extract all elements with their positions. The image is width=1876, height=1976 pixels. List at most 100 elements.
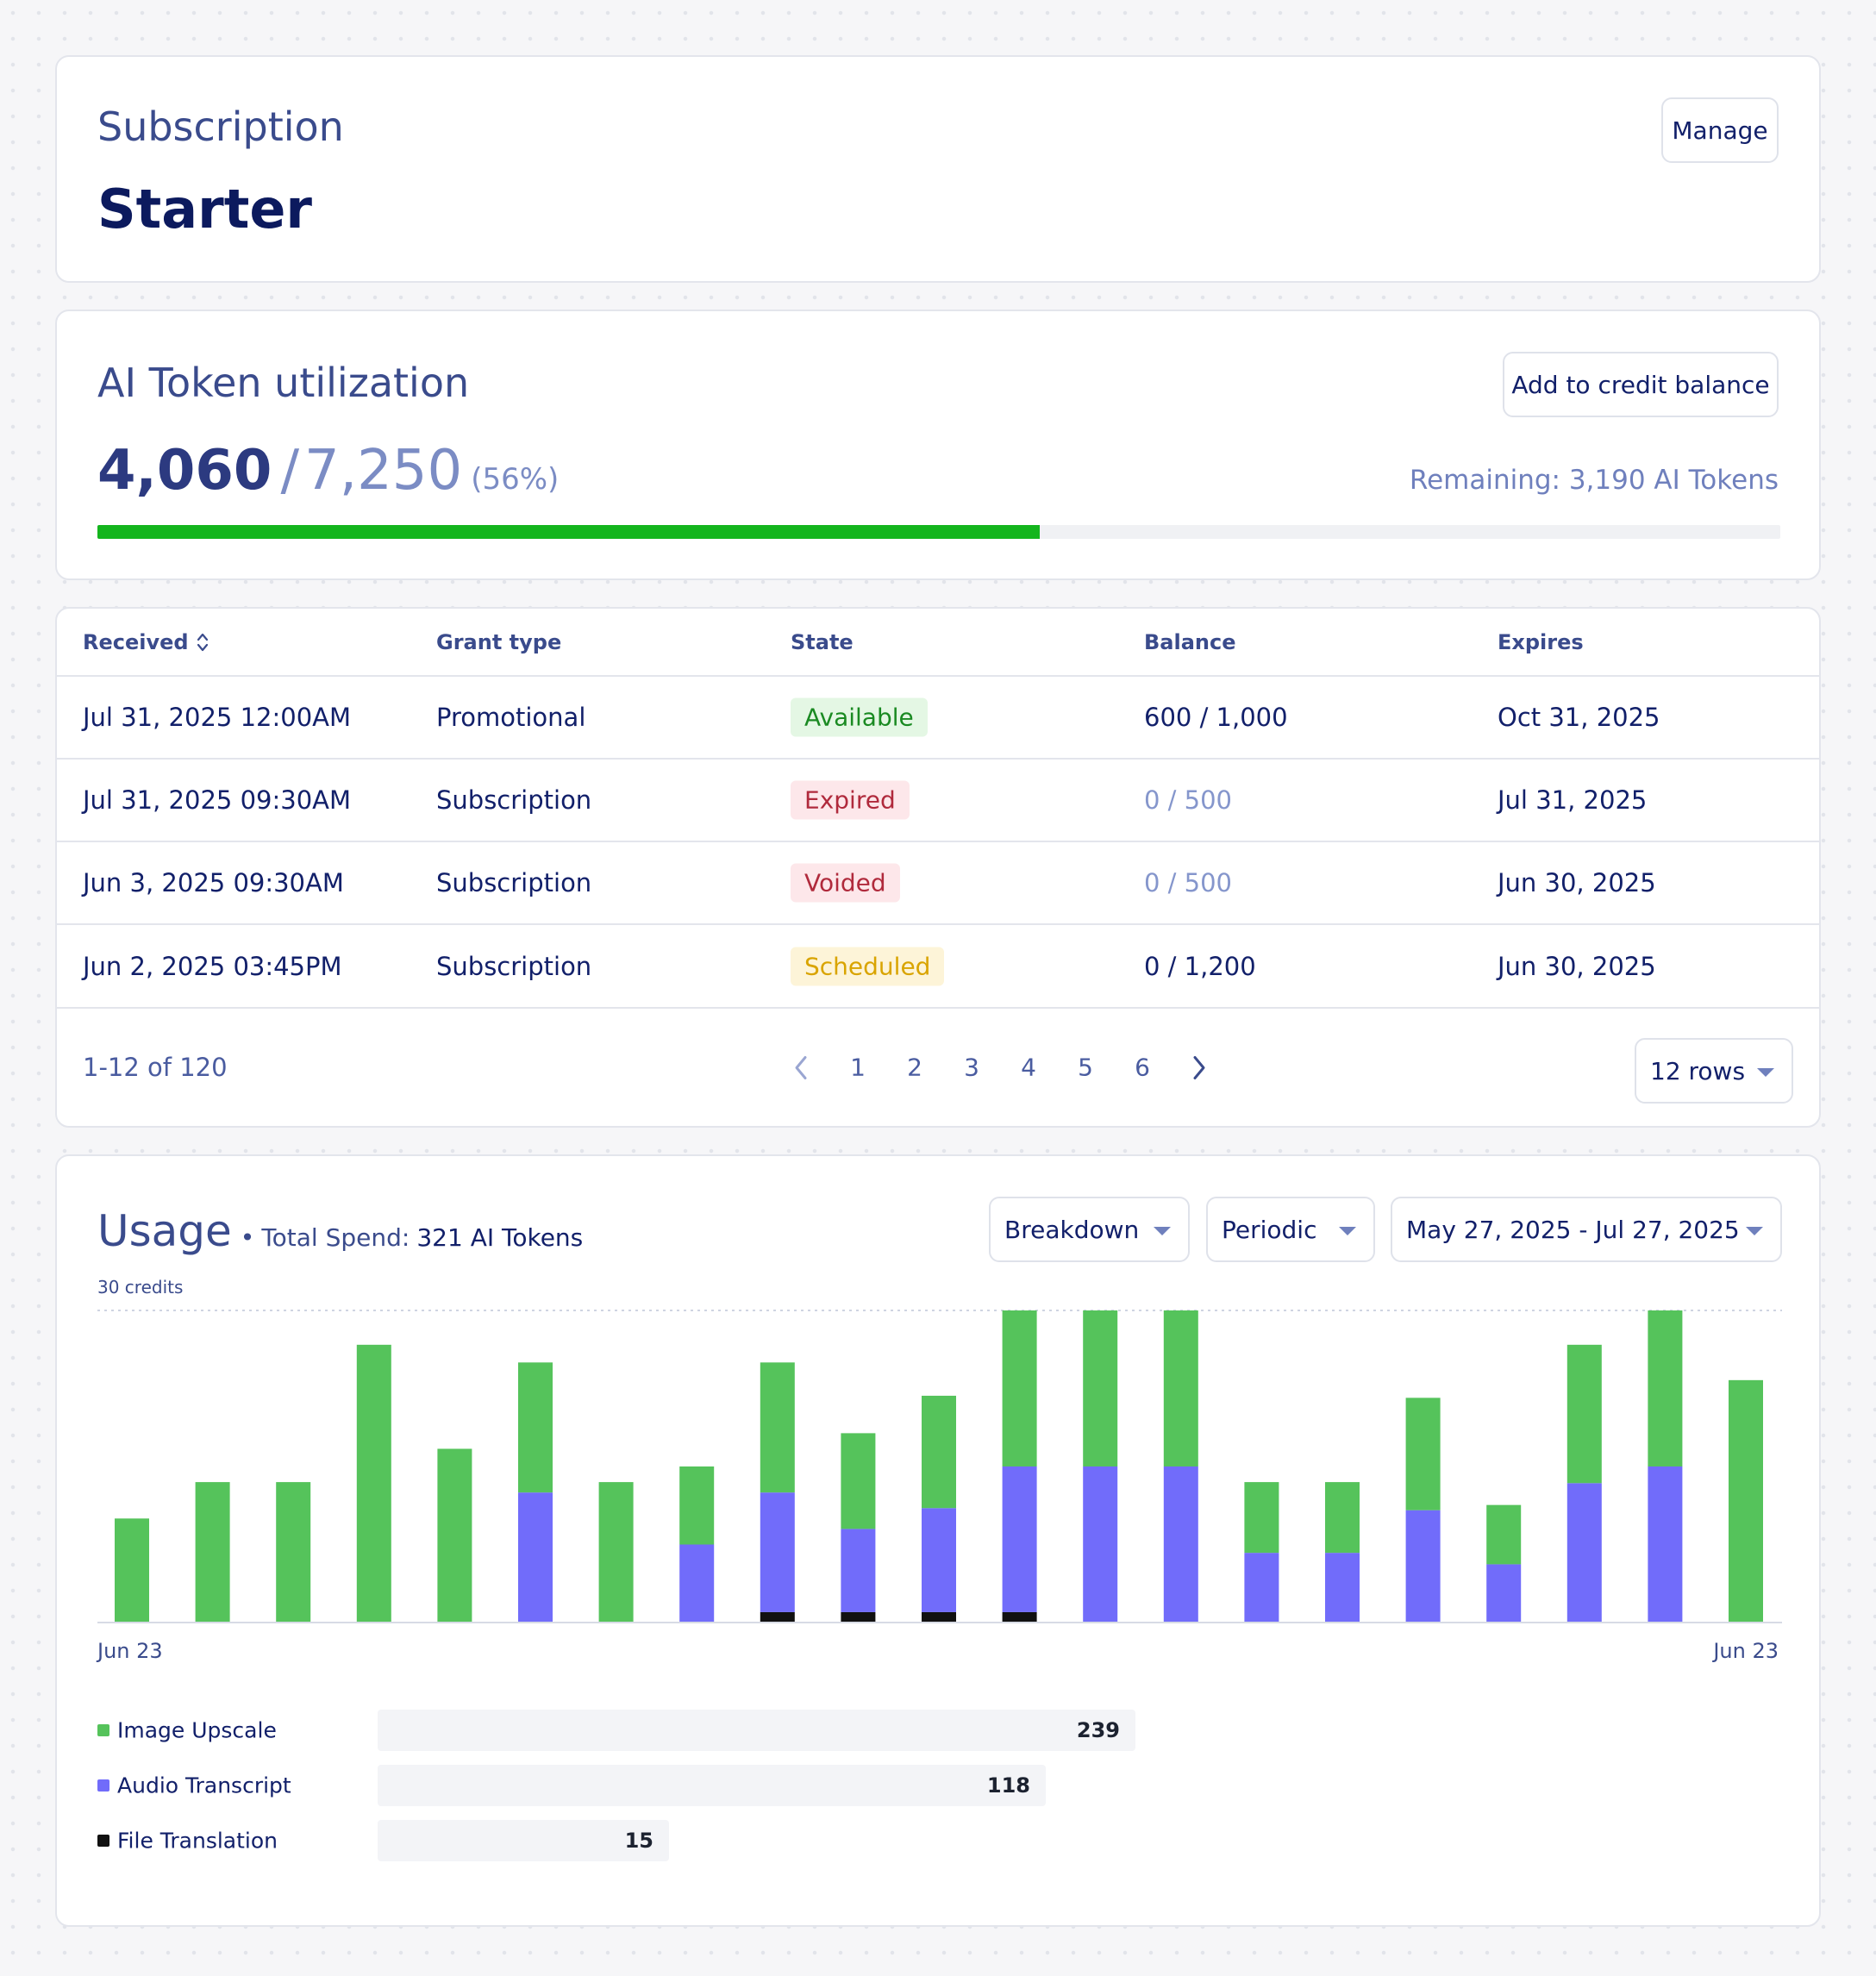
table-row[interactable]: Jun 3, 2025 09:30AM Subscription Voided … — [57, 842, 1819, 925]
bar-image-upscale[interactable] — [922, 1395, 956, 1509]
bar-audio-transcript[interactable] — [1002, 1466, 1037, 1612]
cell-grant-type: Subscription — [436, 951, 592, 981]
legend-item: Image Upscale 239 — [97, 1710, 1135, 1751]
bar-audio-transcript[interactable] — [760, 1492, 795, 1612]
cell-received: Jul 31, 2025 09:30AM — [83, 785, 351, 815]
cell-grant-type: Subscription — [436, 785, 592, 815]
bar-image-upscale[interactable] — [679, 1466, 715, 1545]
bar-image-upscale[interactable] — [598, 1482, 634, 1623]
legend-bar: 15 — [378, 1820, 669, 1861]
bar-audio-transcript[interactable] — [1083, 1466, 1118, 1623]
bar-file-translation[interactable] — [922, 1611, 956, 1623]
usage-chart — [97, 1310, 1782, 1623]
column-header-balance: Balance — [1144, 629, 1236, 654]
date-range-dropdown[interactable]: May 27, 2025 - Jul 27, 2025 — [1391, 1197, 1782, 1262]
bar-image-upscale[interactable] — [1244, 1482, 1279, 1554]
bar-image-upscale[interactable] — [760, 1362, 795, 1493]
pagination-range: 1-12 of 120 — [83, 1053, 228, 1082]
periodic-dropdown[interactable]: Periodic — [1206, 1197, 1375, 1262]
usage-card: Usage • Total Spend: 321 AI Tokens Break… — [55, 1154, 1821, 1927]
bar-image-upscale[interactable] — [518, 1362, 553, 1493]
manage-button[interactable]: Manage — [1661, 97, 1779, 163]
cell-received: Jun 2, 2025 03:45PM — [83, 951, 342, 981]
add-credit-button[interactable]: Add to credit balance — [1503, 352, 1779, 417]
status-badge: Expired — [791, 780, 910, 820]
bar-audio-transcript[interactable] — [1163, 1466, 1198, 1623]
cell-balance: 0 / 500 — [1144, 785, 1233, 815]
page-1-button[interactable]: 1 — [850, 1053, 866, 1082]
bar-image-upscale[interactable] — [1325, 1482, 1360, 1554]
page-4-button[interactable]: 4 — [1021, 1053, 1036, 1082]
bar-image-upscale[interactable] — [1486, 1504, 1522, 1565]
bar-audio-transcript[interactable] — [1325, 1553, 1360, 1623]
column-header-expires: Expires — [1498, 629, 1584, 654]
subscription-title: Subscription — [97, 103, 344, 150]
column-header-grant-type: Grant type — [436, 629, 562, 654]
bar-audio-transcript[interactable] — [1486, 1564, 1522, 1623]
token-progress-bar — [97, 525, 1780, 539]
bar-file-translation[interactable] — [841, 1611, 876, 1623]
table-row[interactable]: Jul 31, 2025 12:00AM Promotional Availab… — [57, 677, 1819, 760]
bar-audio-transcript[interactable] — [1244, 1553, 1279, 1623]
token-utilization-title: AI Token utilization — [97, 360, 470, 406]
tokens-used: 4,060 — [97, 439, 272, 503]
bar-image-upscale[interactable] — [1566, 1344, 1602, 1484]
bar-image-upscale[interactable] — [195, 1482, 230, 1623]
bar-image-upscale[interactable] — [841, 1433, 876, 1529]
page-6-button[interactable]: 6 — [1135, 1053, 1150, 1082]
legend-item: File Translation 15 — [97, 1820, 1132, 1861]
legend-value: 15 — [624, 1829, 653, 1853]
status-badge: Available — [791, 697, 928, 737]
legend-value: 239 — [1076, 1718, 1120, 1742]
chevron-right-icon — [1193, 1055, 1205, 1079]
page-3-button[interactable]: 3 — [964, 1053, 979, 1082]
token-progress-fill — [97, 525, 1041, 539]
breakdown-dropdown[interactable]: Breakdown — [989, 1197, 1190, 1262]
bar-audio-transcript[interactable] — [922, 1508, 956, 1612]
bar-audio-transcript[interactable] — [841, 1529, 876, 1612]
bar-image-upscale[interactable] — [1405, 1398, 1441, 1510]
next-page-button[interactable] — [1171, 1054, 1228, 1080]
tokens-total: 7,250 — [304, 439, 463, 503]
page-5-button[interactable]: 5 — [1078, 1053, 1093, 1082]
bar-file-translation[interactable] — [1002, 1611, 1037, 1623]
legend-bar: 239 — [378, 1710, 1135, 1751]
bar-image-upscale[interactable] — [1729, 1379, 1763, 1623]
chart-x-start-label: Jun 23 — [97, 1639, 163, 1663]
bar-image-upscale[interactable] — [276, 1482, 311, 1623]
sort-icon[interactable] — [196, 631, 209, 653]
bar-image-upscale[interactable] — [115, 1518, 149, 1623]
page-2-button[interactable]: 2 — [907, 1053, 922, 1082]
bar-audio-transcript[interactable] — [679, 1544, 715, 1623]
legend-item: Audio Transcript 118 — [97, 1765, 1132, 1806]
cell-received: Jul 31, 2025 12:00AM — [83, 703, 351, 732]
legend-bar: 118 — [378, 1765, 1046, 1806]
bar-file-translation[interactable] — [760, 1611, 795, 1623]
legend-swatch-black — [97, 1835, 109, 1847]
cell-expires: Jul 31, 2025 — [1498, 785, 1648, 815]
table-row[interactable]: Jun 2, 2025 03:45PM Subscription Schedul… — [57, 925, 1819, 1009]
bar-image-upscale[interactable] — [1648, 1310, 1683, 1466]
cell-balance: 0 / 500 — [1144, 868, 1233, 897]
subscription-card: Subscription Starter Manage — [55, 55, 1821, 283]
cell-received: Jun 3, 2025 09:30AM — [83, 868, 344, 897]
bar-audio-transcript[interactable] — [518, 1492, 553, 1623]
bar-audio-transcript[interactable] — [1648, 1466, 1683, 1623]
chevron-left-icon — [795, 1055, 807, 1079]
bar-image-upscale[interactable] — [1002, 1310, 1037, 1466]
usage-spend-label: Total Spend: — [261, 1223, 410, 1252]
bar-image-upscale[interactable] — [1083, 1310, 1118, 1466]
chart-x-end-label: Jun 23 — [1713, 1639, 1779, 1663]
bar-audio-transcript[interactable] — [1566, 1483, 1602, 1623]
bar-audio-transcript[interactable] — [1405, 1510, 1441, 1623]
cell-balance: 0 / 1,200 — [1144, 951, 1256, 981]
legend-label: File Translation — [117, 1828, 278, 1854]
bar-image-upscale[interactable] — [437, 1448, 472, 1623]
column-header-received[interactable]: Received — [83, 630, 209, 654]
bar-image-upscale[interactable] — [356, 1344, 391, 1623]
table-row[interactable]: Jul 31, 2025 09:30AM Subscription Expire… — [57, 760, 1819, 842]
prev-page-button[interactable] — [772, 1054, 829, 1080]
bar-image-upscale[interactable] — [1163, 1310, 1198, 1466]
chevron-down-icon — [1746, 1227, 1763, 1235]
rows-per-page-select[interactable]: 12 rows — [1635, 1038, 1793, 1104]
